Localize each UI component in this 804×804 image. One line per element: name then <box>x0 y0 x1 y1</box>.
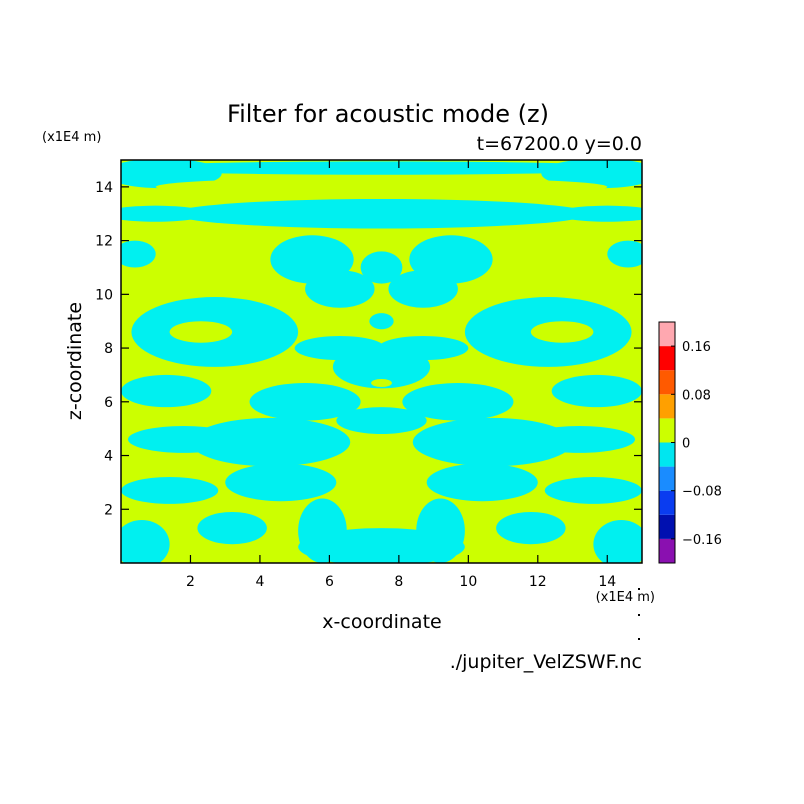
negative-region <box>121 161 642 175</box>
x-unit-label: (x1E4 m) <box>596 590 655 605</box>
colorbar-tick-label: 0.16 <box>682 340 711 355</box>
positive-spot <box>155 177 608 197</box>
negative-region <box>173 198 590 229</box>
plot-frame <box>120 159 643 564</box>
negative-region <box>121 520 170 563</box>
annotation-dot <box>638 588 640 590</box>
negative-region <box>298 498 347 563</box>
positive-spot <box>371 378 392 388</box>
colorbar-segment <box>659 442 675 467</box>
negative-region <box>294 335 385 361</box>
negative-field-regions <box>121 160 642 563</box>
y-tick-label: 10 <box>95 287 113 303</box>
source-file-label: ./jupiter_VelZSWF.nc <box>450 651 642 673</box>
colorbar-segment <box>659 466 675 491</box>
annotation-dot <box>638 638 640 640</box>
colorbar-segment <box>659 418 675 443</box>
x-axis-label: x-coordinate <box>322 611 441 633</box>
negative-region <box>523 425 636 453</box>
y-tick-label: 4 <box>104 449 113 465</box>
x-tick-label: 8 <box>394 574 403 590</box>
negative-region <box>541 160 642 189</box>
x-tick-label: 6 <box>325 574 334 590</box>
negative-region <box>190 417 351 467</box>
y-tick-label: 6 <box>104 395 113 411</box>
negative-region <box>593 520 642 563</box>
colorbar-tick-label: −0.16 <box>682 533 722 548</box>
negative-region <box>412 417 573 467</box>
negative-region <box>360 251 403 284</box>
negative-region <box>496 511 566 545</box>
negative-region <box>121 374 212 408</box>
negative-region <box>551 374 642 408</box>
negative-region <box>225 463 337 502</box>
positive-spot <box>169 321 233 343</box>
annotation-dot <box>638 614 640 616</box>
negative-region <box>388 270 458 308</box>
colorbar-segment <box>659 394 675 419</box>
positive-spot <box>371 446 392 455</box>
positive-spot <box>341 238 352 243</box>
negative-region <box>555 205 642 222</box>
y-tick-label: 2 <box>104 502 113 518</box>
y-unit-label: (x1E4 m) <box>42 130 101 145</box>
negative-region <box>121 240 156 268</box>
negative-region <box>416 498 465 563</box>
colorbar-tick-label: 0 <box>682 437 690 452</box>
negative-region <box>378 335 469 361</box>
negative-region <box>127 425 240 453</box>
negative-region <box>121 477 219 504</box>
y-tick-label: 12 <box>95 234 113 250</box>
plot-area <box>121 160 642 563</box>
colorbar-tick-label: −0.08 <box>682 485 722 500</box>
negative-region <box>402 382 514 421</box>
annotation-dots <box>638 588 640 640</box>
colorbar-segment <box>659 514 675 539</box>
negative-region <box>121 160 222 189</box>
negative-region <box>305 270 375 308</box>
positive-field-spots <box>155 177 608 455</box>
colorbar-tick-label: 0.08 <box>682 388 711 403</box>
colorbar-segment <box>659 322 675 347</box>
x-tick-label: 4 <box>255 574 264 590</box>
y-axis: 2 4 6 8 10 12 14 <box>95 180 642 518</box>
chart-title: Filter for acoustic mode (z) <box>227 100 549 128</box>
negative-region <box>249 382 361 421</box>
y-tick-label: 14 <box>95 180 113 196</box>
negative-region <box>544 477 642 504</box>
negative-region <box>607 240 642 268</box>
negative-region <box>426 463 538 502</box>
colorbar-segment <box>659 346 675 371</box>
negative-region <box>336 407 427 435</box>
y-tick-label: 8 <box>104 341 113 357</box>
negative-region <box>121 205 208 222</box>
positive-spot <box>530 321 594 343</box>
positive-spot <box>411 238 422 243</box>
x-axis: 2 4 6 8 10 12 14 <box>186 160 616 590</box>
colorbar-segment <box>659 490 675 515</box>
positive-spot <box>372 237 391 244</box>
positive-spot <box>371 291 392 308</box>
negative-region <box>197 511 267 545</box>
x-tick-label: 10 <box>459 574 477 590</box>
y-axis-label: z-coordinate <box>64 302 86 420</box>
colorbar: 0.16 0.08 0 −0.08 −0.16 <box>658 321 722 564</box>
colorbar-segment <box>659 538 675 563</box>
negative-region <box>369 313 394 330</box>
chart-subtitle: t=67200.0 y=0.0 <box>477 133 642 155</box>
x-tick-label: 12 <box>529 574 547 590</box>
colorbar-segment <box>659 370 675 395</box>
x-tick-label: 2 <box>186 574 195 590</box>
x-tick-label: 14 <box>598 574 616 590</box>
